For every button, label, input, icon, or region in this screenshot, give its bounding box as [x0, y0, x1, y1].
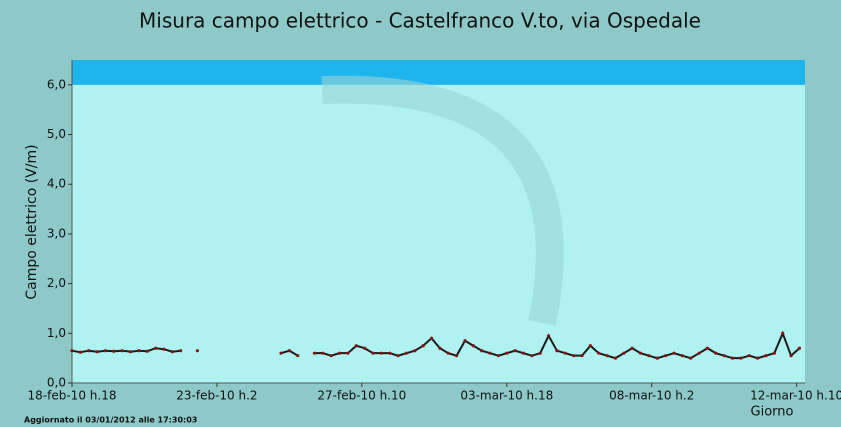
data-point — [120, 349, 124, 353]
data-point — [764, 354, 768, 358]
data-point — [287, 349, 291, 353]
footer: Aggiornato il 03/01/2012 alle 17:30:03 — [24, 416, 197, 425]
data-point — [664, 354, 668, 358]
data-point — [638, 351, 643, 355]
y-tick-label: 1,0 — [47, 326, 66, 340]
data-point — [647, 354, 651, 358]
data-point — [329, 354, 333, 358]
data-point — [781, 331, 785, 335]
data-point — [95, 350, 99, 354]
data-point — [756, 356, 760, 360]
data-point — [572, 354, 576, 358]
data-point — [112, 349, 116, 353]
data-point — [563, 351, 567, 355]
data-point — [312, 351, 317, 355]
data-point — [697, 351, 701, 355]
data-point — [488, 351, 492, 355]
data-point — [363, 346, 367, 350]
data-point — [588, 344, 592, 348]
data-point — [680, 354, 684, 358]
y-tick-label: 6,0 — [47, 77, 66, 91]
y-tick-label: 3,0 — [47, 226, 66, 240]
data-point — [480, 349, 484, 353]
data-point — [538, 351, 542, 355]
data-point — [170, 350, 174, 354]
data-point — [404, 351, 409, 355]
data-point — [471, 344, 475, 348]
data-point — [714, 351, 718, 355]
data-point — [797, 346, 802, 350]
data-point — [496, 354, 501, 358]
data-point — [630, 346, 634, 350]
data-point — [546, 334, 551, 338]
data-point — [154, 346, 158, 350]
data-point — [388, 351, 392, 355]
data-point — [103, 349, 108, 353]
limit-band — [72, 60, 805, 85]
x-tick-label: 12-mar-10 h.10 — [750, 389, 841, 403]
data-point — [179, 349, 183, 353]
data-point — [421, 344, 425, 348]
x-tick-label: 18-feb-10 h.18 — [28, 389, 117, 403]
data-point — [78, 350, 82, 354]
data-point — [429, 336, 434, 340]
data-point — [379, 351, 383, 355]
data-point — [622, 351, 626, 355]
data-point — [739, 356, 743, 360]
y-tick-label: 4,0 — [47, 177, 66, 191]
data-point — [296, 354, 300, 358]
data-point — [772, 351, 776, 355]
watermark — [321, 75, 564, 326]
data-point — [597, 351, 601, 355]
data-point — [137, 349, 141, 353]
y-tick-label: 2,0 — [47, 276, 66, 290]
data-point — [689, 356, 693, 360]
y-tick-label: 5,0 — [47, 127, 66, 141]
data-point — [446, 351, 450, 355]
data-point — [463, 339, 467, 343]
data-point — [672, 351, 676, 355]
data-point — [505, 351, 509, 355]
data-point — [747, 354, 751, 358]
data-point — [705, 346, 710, 350]
data-point — [354, 344, 358, 348]
data-point — [580, 354, 584, 358]
data-point — [346, 351, 350, 355]
data-point — [605, 354, 609, 358]
data-point — [371, 351, 375, 355]
data-point — [321, 351, 325, 355]
data-point — [195, 349, 200, 353]
data-point — [87, 349, 91, 353]
x-tick-label: 27-feb-10 h.10 — [317, 389, 406, 403]
data-point — [70, 349, 74, 353]
data-point — [162, 347, 166, 351]
data-point — [513, 349, 517, 353]
data-point — [128, 350, 133, 354]
y-axis-label: Campo elettrico (V/m) — [24, 144, 40, 299]
x-tick-label: 03-mar-10 h.18 — [460, 389, 553, 403]
data-point — [613, 356, 618, 360]
data-point — [279, 351, 283, 355]
data-point — [396, 354, 400, 358]
data-point — [730, 356, 735, 360]
data-point — [337, 351, 342, 355]
x-tick-label: 08-mar-10 h.2 — [609, 389, 694, 403]
chart-title: Misura campo elettrico - Castelfranco V.… — [139, 9, 701, 33]
data-point — [789, 354, 793, 358]
data-point — [455, 354, 459, 358]
data-point — [145, 349, 149, 353]
x-tick-label: 23-feb-10 h.2 — [176, 389, 257, 403]
x-axis-label: Giorno — [751, 405, 794, 420]
y-tick-label: 0,0 — [47, 376, 66, 390]
data-point — [521, 351, 526, 355]
data-point — [555, 349, 559, 353]
data-point — [722, 354, 726, 358]
data-point — [413, 349, 417, 353]
data-point — [530, 354, 534, 358]
data-point — [655, 356, 659, 360]
data-point — [438, 346, 442, 350]
